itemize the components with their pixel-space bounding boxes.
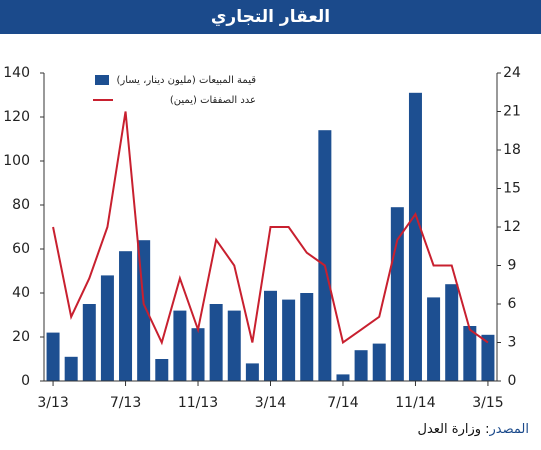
bar xyxy=(46,332,60,381)
source-label: المصدر xyxy=(489,422,529,437)
title-bar: العقار التجاري xyxy=(0,0,541,34)
bar xyxy=(282,299,296,381)
y-tick-label: 60 xyxy=(12,241,30,257)
chart-title: العقار التجاري xyxy=(210,7,331,27)
source-text: : وزارة العدل xyxy=(417,422,490,437)
bar xyxy=(100,275,114,381)
bar xyxy=(209,304,223,381)
y-tick-label: 100 xyxy=(3,153,30,169)
bar xyxy=(245,363,259,381)
x-tick-label: 3/15 xyxy=(472,395,503,411)
chart: 0 20 40 60 80 100 120 140 0 3 6 9 12 15 18 21 24 3/13 7/13… xyxy=(3,65,521,411)
y2-tick-label: 18 xyxy=(503,142,521,158)
x-tick-label: 7/14 xyxy=(327,395,359,411)
legend-swatch xyxy=(95,75,109,85)
y2-tick-label: 9 xyxy=(508,258,517,274)
bar xyxy=(336,374,350,381)
bar xyxy=(264,290,277,381)
x-tick-label: 7/13 xyxy=(110,395,141,411)
bar xyxy=(155,359,169,381)
source: المصدر: وزارة العدل xyxy=(418,422,529,437)
legend-label: عدد الصفقات (يمين) xyxy=(170,95,256,106)
line xyxy=(52,111,489,346)
y-tick-label: 0 xyxy=(21,373,30,389)
bar xyxy=(119,251,133,381)
y2-tick-label: 6 xyxy=(508,296,517,312)
bar xyxy=(318,130,332,381)
y2-tick-label: 21 xyxy=(503,104,521,120)
bar xyxy=(445,284,459,381)
y-tick-label: 20 xyxy=(12,329,30,345)
bar xyxy=(191,328,205,381)
y-tick-label: 120 xyxy=(3,109,30,125)
bar xyxy=(300,293,314,381)
y-tick-label: 140 xyxy=(3,65,30,81)
bar xyxy=(227,310,241,381)
y-tick-label: 80 xyxy=(12,197,30,213)
bar xyxy=(481,334,495,381)
y2-tick-label: 24 xyxy=(503,65,521,81)
y2-tick-label: 12 xyxy=(503,219,521,235)
bar xyxy=(82,304,96,381)
legend-label: قيمة المبيعات (مليون دينار، يسار) xyxy=(116,75,256,86)
y2-tick-label: 3 xyxy=(508,335,517,351)
y-tick-label: 40 xyxy=(12,285,30,301)
bar xyxy=(427,297,441,381)
x-tick-label: 11/14 xyxy=(395,395,435,411)
bar xyxy=(463,326,477,381)
y2-tick-label: 15 xyxy=(503,181,521,197)
bar xyxy=(354,350,368,381)
bar xyxy=(372,343,386,381)
x-tick-label: 3/13 xyxy=(37,395,68,411)
y2-tick-label: 0 xyxy=(508,373,517,389)
bar xyxy=(64,356,78,381)
bar xyxy=(408,92,422,382)
x-tick-label: 11/13 xyxy=(178,395,218,411)
x-tick-label: 3/14 xyxy=(255,395,287,411)
bar xyxy=(173,310,187,381)
